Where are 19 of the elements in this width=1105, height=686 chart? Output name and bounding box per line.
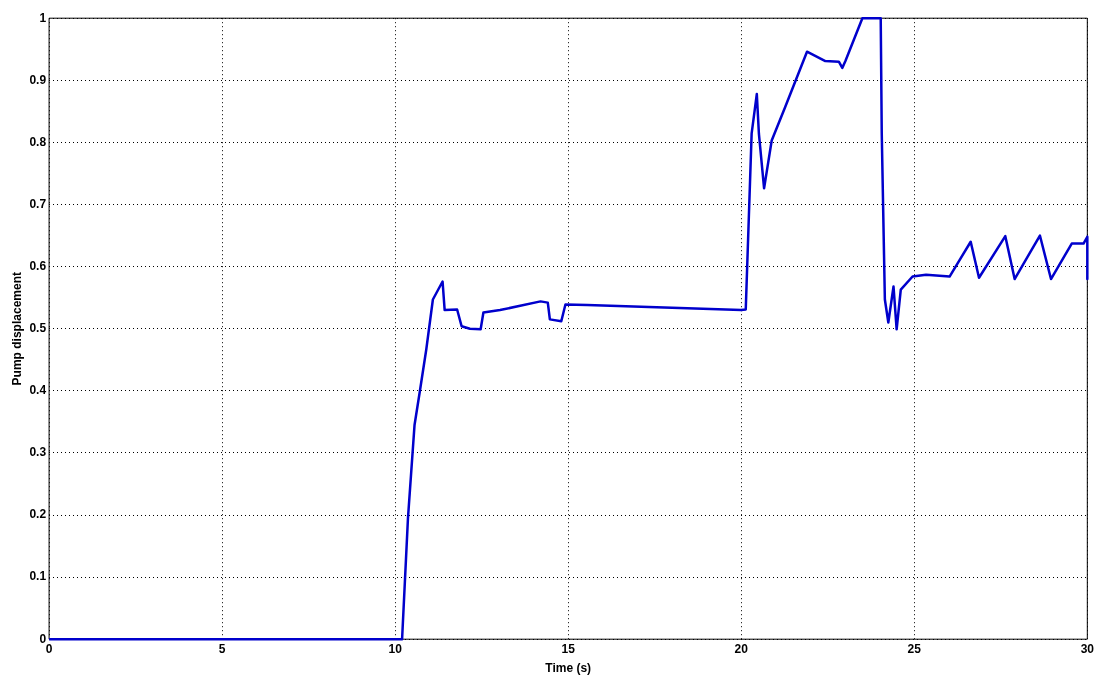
y-tick-label: 1 [39, 10, 47, 25]
x-tick-label: 30 [1080, 641, 1095, 656]
x-tick-label: 20 [734, 641, 749, 656]
x-axis-title: Time (s) [545, 661, 592, 676]
y-tick-label: 0.5 [29, 321, 47, 336]
y-tick-label: 0.2 [29, 507, 47, 522]
x-tick-label: 5 [218, 641, 226, 656]
x-tick-label: 10 [388, 641, 403, 656]
x-tick-label: 25 [907, 641, 922, 656]
y-tick-label: 0.6 [29, 258, 47, 273]
y-tick-label: 0.7 [29, 196, 47, 211]
y-tick-label: 0.3 [29, 445, 47, 460]
y-axis-title: Pump displacement [9, 272, 24, 386]
y-tick-label: 0.4 [29, 383, 47, 398]
y-tick-label: 0.9 [29, 72, 47, 87]
y-tick-label: 0.8 [29, 134, 47, 149]
y-tick-label: 0.1 [29, 569, 47, 584]
x-tick-label: 15 [561, 641, 576, 656]
y-tick-label: 0 [39, 631, 47, 646]
